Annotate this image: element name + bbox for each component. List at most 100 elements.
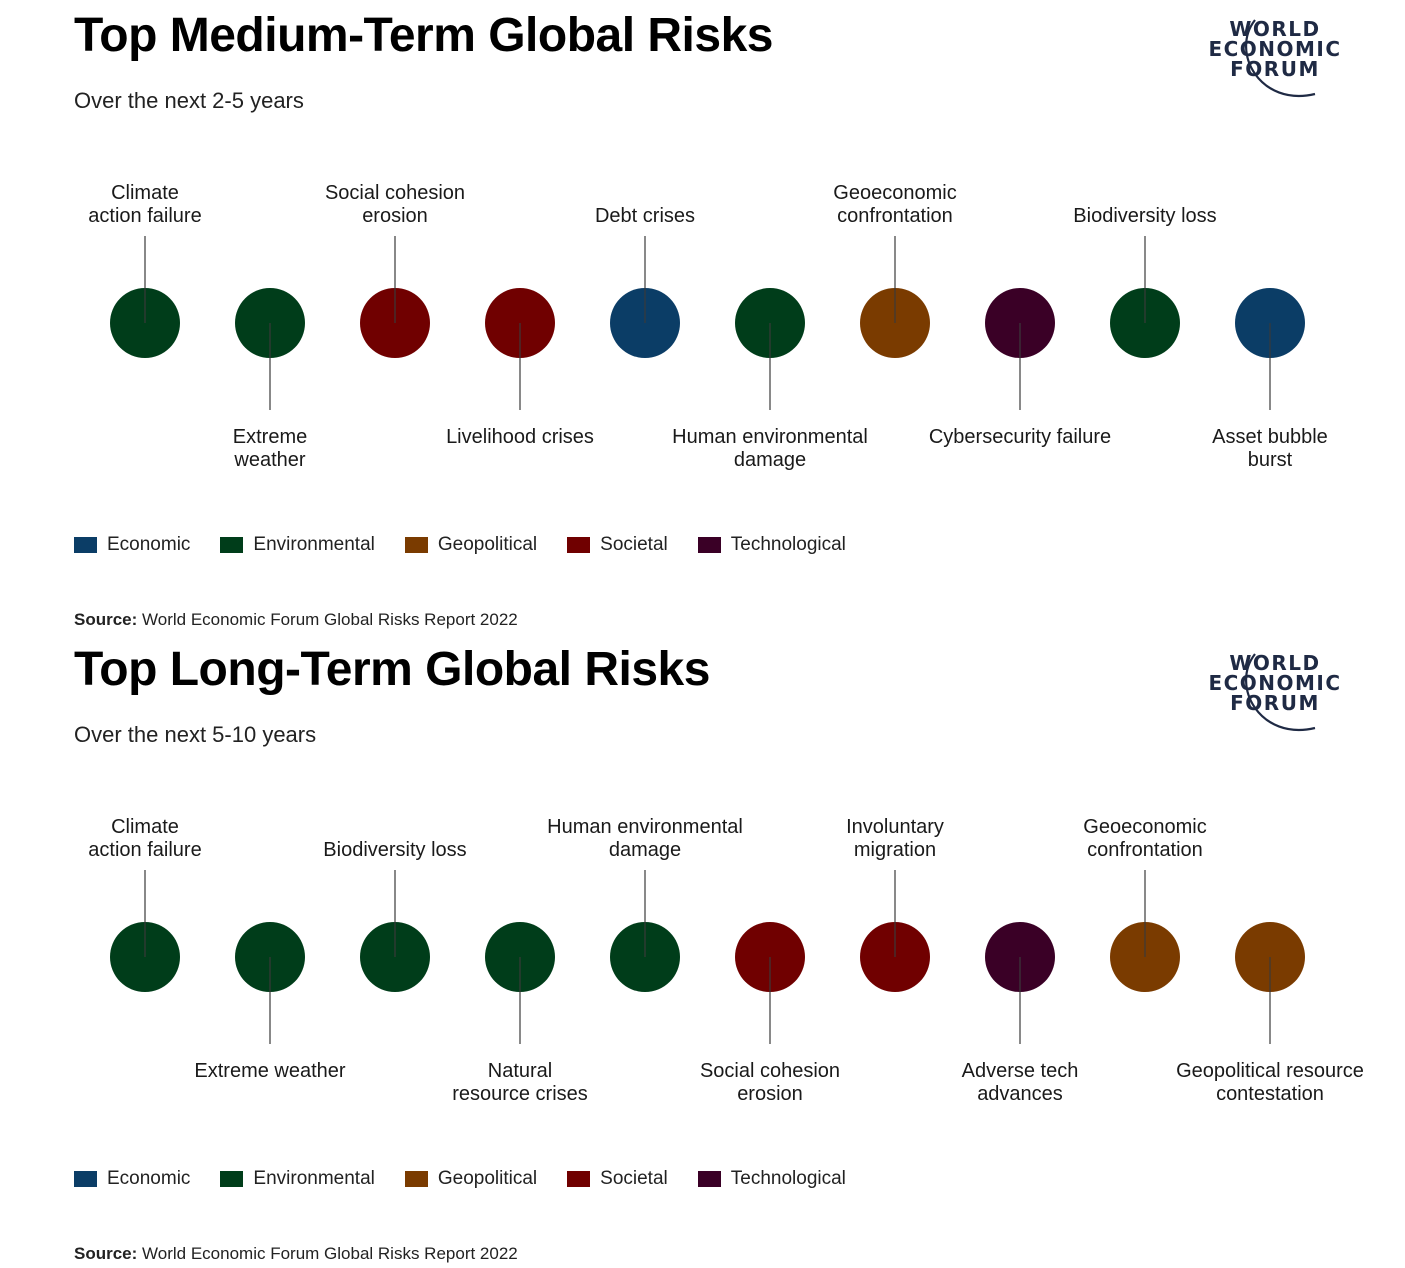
risk-label: damage [609,839,681,861]
risk-label: Biodiversity loss [1073,205,1216,227]
panel-subtitle: Over the next 5-10 years [74,722,317,747]
risk-label: Climate [111,816,179,838]
logo-text: FORUM [1230,691,1320,715]
risk-label: Social cohesion [325,182,465,204]
risk-item: Cybersecurity failure [929,288,1111,448]
legend-label: Societal [600,534,668,555]
risk-label: Geoeconomic [833,182,956,204]
risk-label: action failure [88,205,201,227]
logo-text: WORLD [1229,17,1320,41]
legend-item: Societal [567,1168,668,1190]
risk-label: Adverse tech [962,1060,1079,1082]
wef-logo-icon: WORLD ECONOMIC FORUM [1200,12,1350,112]
logo-text: FORUM [1230,57,1320,81]
risk-item: Biodiversity loss [1073,205,1217,358]
legend-item: Societal [567,534,668,556]
risk-label: Biodiversity loss [323,839,466,861]
risk-item: Biodiversity loss [323,839,467,992]
logo-text: ECONOMIC [1208,37,1341,61]
legend-swatch [404,537,428,553]
risk-item: Livelihood crises [446,288,594,448]
risk-item: Extreme weather [194,922,346,1082]
legend-item: Economic [74,534,190,556]
risk-label: Social cohesion [700,1060,840,1082]
risk-label: Geopolitical resource [1176,1060,1364,1082]
legend-label: Economic [107,1168,191,1189]
legend-swatch [74,1171,97,1187]
legend-item: Environmental [220,1168,375,1190]
risk-label: Extreme [233,426,307,448]
legend-label: Environmental [253,1168,375,1189]
risk-label: Geoeconomic [1083,816,1206,838]
risk-label: advances [977,1083,1063,1105]
legend-swatch [74,537,97,553]
panel-title: Top Medium-Term Global Risks [74,9,773,62]
risk-item: Debt crises [595,205,695,358]
legend-item: Technological [697,1168,846,1190]
risk-label: damage [734,449,806,471]
risk-chart: Climate action failure Extreme weather Socia… [0,170,1405,490]
risk-label: confrontation [837,205,953,227]
logo-text: ECONOMIC [1208,671,1341,695]
risk-label: action failure [88,839,201,861]
risk-label: Livelihood crises [446,426,594,448]
legend-swatch [220,537,244,553]
logo-arc [1245,653,1316,731]
risk-chart: Climate action failure Extreme weather Biod… [0,804,1405,1124]
legend-label: Technological [730,1168,846,1189]
risk-label: erosion [362,205,428,227]
risk-label: Asset bubble [1212,426,1328,448]
long-term-panel: Top Long-Term Global Risks Over the next… [0,634,1405,1268]
legend-label: Environmental [253,534,375,555]
legend-swatch [567,1171,591,1187]
legend-item: Technological [697,534,846,556]
risk-label: erosion [737,1083,803,1105]
legend: Economic Environmental Geopolitical Societa… [74,534,876,556]
risk-label: Extreme weather [194,1060,346,1082]
source-note: Source: World Economic Forum Global Risk… [74,610,518,630]
risk-label: Natural [488,1060,552,1082]
legend-label: Geopolitical [437,534,538,555]
legend-item: Economic [74,1168,190,1190]
risk-label: Debt crises [595,205,695,227]
source-label: Source: [74,1244,138,1263]
logo-text: WORLD [1229,651,1320,675]
legend-swatch [697,1171,721,1187]
legend-swatch [697,537,721,553]
legend-label: Economic [107,534,191,555]
risk-label: weather [233,449,305,471]
source-note: Source: World Economic Forum Global Risk… [74,1244,518,1264]
risk-label: Human environmental [547,816,743,838]
legend-label: Societal [600,1168,668,1189]
legend-label: Technological [730,534,846,555]
legend-swatch [404,1171,428,1187]
medium-term-panel: Top Medium-Term Global Risks Over the ne… [0,9,1405,630]
panel-title: Top Long-Term Global Risks [74,643,710,696]
legend-swatch [567,537,591,553]
risk-label: resource crises [452,1083,588,1105]
legend-label: Geopolitical [437,1168,538,1189]
logo-arc [1245,19,1316,97]
risk-label: Climate [111,182,179,204]
risk-label: contestation [1216,1083,1324,1105]
risk-label: Cybersecurity failure [929,426,1111,448]
legend-item: Environmental [220,534,375,556]
risk-label: Human environmental [672,426,868,448]
risk-label: confrontation [1087,839,1203,861]
